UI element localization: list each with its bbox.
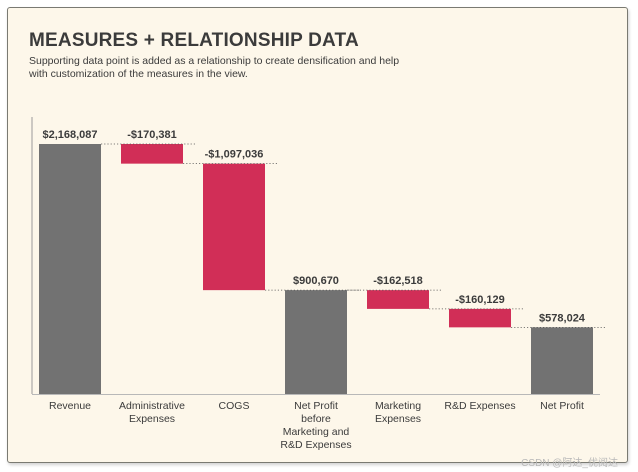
bar-1	[121, 144, 183, 164]
x-tick-label-2: COGS	[219, 400, 250, 412]
data-label-1: -$170,381	[127, 129, 177, 141]
x-tick-label-3: Net Profit before Marketing and R&D Expense…	[280, 400, 351, 451]
bar-0	[39, 144, 101, 394]
bar-4	[367, 290, 429, 309]
data-label-2: -$1,097,036	[205, 149, 264, 161]
data-label-4: -$162,518	[373, 275, 423, 287]
x-tick-label-0: Revenue	[49, 400, 91, 412]
bar-5	[449, 308, 511, 328]
x-tick-label-5: R&D Expenses	[444, 400, 515, 412]
bar-2	[203, 163, 265, 291]
x-tick-label-1: Administrative Expenses	[119, 400, 185, 425]
data-label-0: $2,168,087	[42, 129, 97, 141]
data-label-3: $900,670	[293, 275, 339, 287]
data-label-6: $578,024	[539, 312, 586, 324]
chart-title: MEASURES + RELATIONSHIP DATA	[29, 30, 359, 51]
bar-3	[285, 290, 347, 394]
chart-subtitle: Supporting data point is added as a rela…	[29, 55, 400, 80]
x-tick-label-4: Marketing Expenses	[375, 400, 421, 425]
x-tick-label-6: Net Profit	[540, 400, 584, 412]
watermark-text: CSDN @阿达_优阅达	[521, 458, 618, 469]
data-label-5: -$160,129	[455, 294, 505, 306]
bar-6	[531, 327, 593, 394]
